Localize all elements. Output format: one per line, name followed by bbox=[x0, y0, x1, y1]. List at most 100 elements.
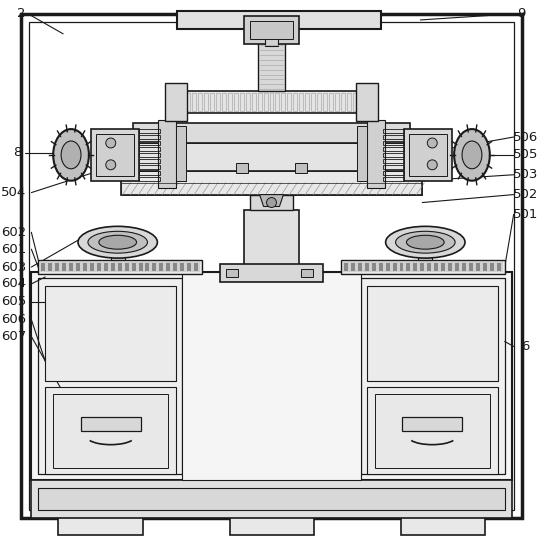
Bar bbox=[448, 263, 452, 271]
Bar bbox=[400, 263, 403, 271]
Bar bbox=[407, 263, 410, 271]
Bar bbox=[97, 263, 101, 271]
Bar bbox=[53, 394, 168, 468]
Bar bbox=[120, 171, 422, 195]
Text: 8: 8 bbox=[14, 146, 22, 159]
Bar bbox=[133, 123, 410, 143]
Circle shape bbox=[267, 198, 276, 208]
Bar bbox=[158, 120, 176, 188]
Ellipse shape bbox=[88, 231, 147, 253]
Bar bbox=[275, 93, 279, 111]
Bar bbox=[393, 263, 396, 271]
Bar bbox=[96, 134, 133, 176]
Bar bbox=[125, 263, 129, 271]
Bar bbox=[287, 93, 292, 111]
Bar bbox=[295, 163, 307, 173]
Bar bbox=[329, 93, 333, 111]
Bar bbox=[204, 93, 208, 111]
Bar bbox=[383, 135, 404, 139]
Bar bbox=[359, 93, 363, 111]
Bar bbox=[367, 387, 498, 474]
Bar bbox=[69, 263, 73, 271]
Bar bbox=[139, 171, 160, 175]
Ellipse shape bbox=[454, 129, 490, 180]
Text: 503: 503 bbox=[513, 168, 538, 181]
Bar bbox=[365, 93, 369, 111]
Bar bbox=[45, 286, 176, 381]
Bar bbox=[341, 260, 505, 274]
Bar bbox=[258, 42, 286, 92]
Bar bbox=[379, 263, 383, 271]
Bar bbox=[139, 263, 143, 271]
Bar bbox=[240, 93, 244, 111]
Bar bbox=[228, 93, 232, 111]
Bar bbox=[194, 263, 198, 271]
Bar bbox=[361, 278, 505, 474]
Text: 6: 6 bbox=[521, 340, 530, 353]
Bar bbox=[216, 93, 220, 111]
Bar bbox=[383, 153, 404, 157]
Bar bbox=[367, 286, 498, 381]
Bar bbox=[414, 263, 417, 271]
Bar bbox=[234, 93, 238, 111]
Bar bbox=[187, 263, 191, 271]
Bar bbox=[81, 417, 140, 431]
Bar bbox=[367, 120, 384, 188]
Text: 504: 504 bbox=[1, 186, 26, 199]
Bar bbox=[220, 264, 323, 282]
Bar bbox=[55, 263, 59, 271]
Bar bbox=[301, 269, 313, 277]
Bar bbox=[139, 159, 160, 163]
Bar bbox=[226, 269, 238, 277]
Bar bbox=[383, 165, 404, 169]
Bar bbox=[404, 129, 452, 180]
Bar bbox=[249, 195, 293, 210]
Bar bbox=[152, 263, 157, 271]
Ellipse shape bbox=[386, 227, 465, 258]
Text: 2: 2 bbox=[17, 8, 26, 21]
Bar bbox=[383, 159, 404, 163]
Bar bbox=[182, 272, 361, 480]
Bar bbox=[41, 263, 45, 271]
Bar bbox=[462, 263, 466, 271]
Bar bbox=[383, 171, 404, 175]
Bar bbox=[91, 129, 139, 180]
Bar bbox=[252, 93, 255, 111]
Bar bbox=[210, 93, 214, 111]
Bar bbox=[293, 93, 298, 111]
Text: 506: 506 bbox=[513, 131, 538, 144]
Bar bbox=[180, 93, 184, 111]
Circle shape bbox=[106, 138, 116, 148]
Bar bbox=[427, 263, 431, 271]
Bar bbox=[383, 177, 404, 180]
Ellipse shape bbox=[53, 129, 89, 180]
Bar bbox=[230, 513, 314, 535]
Bar bbox=[383, 147, 404, 151]
Bar bbox=[401, 513, 485, 535]
Bar bbox=[335, 93, 339, 111]
Bar bbox=[469, 263, 473, 271]
Bar bbox=[356, 83, 377, 121]
Bar bbox=[40, 262, 200, 272]
Bar bbox=[343, 262, 503, 272]
Text: 602: 602 bbox=[1, 226, 26, 239]
Bar bbox=[264, 93, 267, 111]
Bar bbox=[111, 263, 114, 271]
Bar bbox=[420, 263, 424, 271]
Ellipse shape bbox=[61, 141, 81, 169]
Bar bbox=[139, 165, 160, 169]
Bar bbox=[120, 183, 422, 195]
Text: 501: 501 bbox=[513, 208, 538, 221]
Bar bbox=[386, 263, 389, 271]
Bar bbox=[305, 93, 309, 111]
Circle shape bbox=[427, 138, 437, 148]
Text: 603: 603 bbox=[1, 261, 26, 274]
Text: 604: 604 bbox=[1, 278, 26, 291]
Bar bbox=[180, 263, 184, 271]
Bar bbox=[45, 387, 176, 474]
Bar bbox=[358, 263, 362, 271]
Bar bbox=[139, 177, 160, 180]
Bar bbox=[38, 278, 182, 474]
Bar bbox=[418, 240, 432, 260]
Bar bbox=[341, 93, 345, 111]
